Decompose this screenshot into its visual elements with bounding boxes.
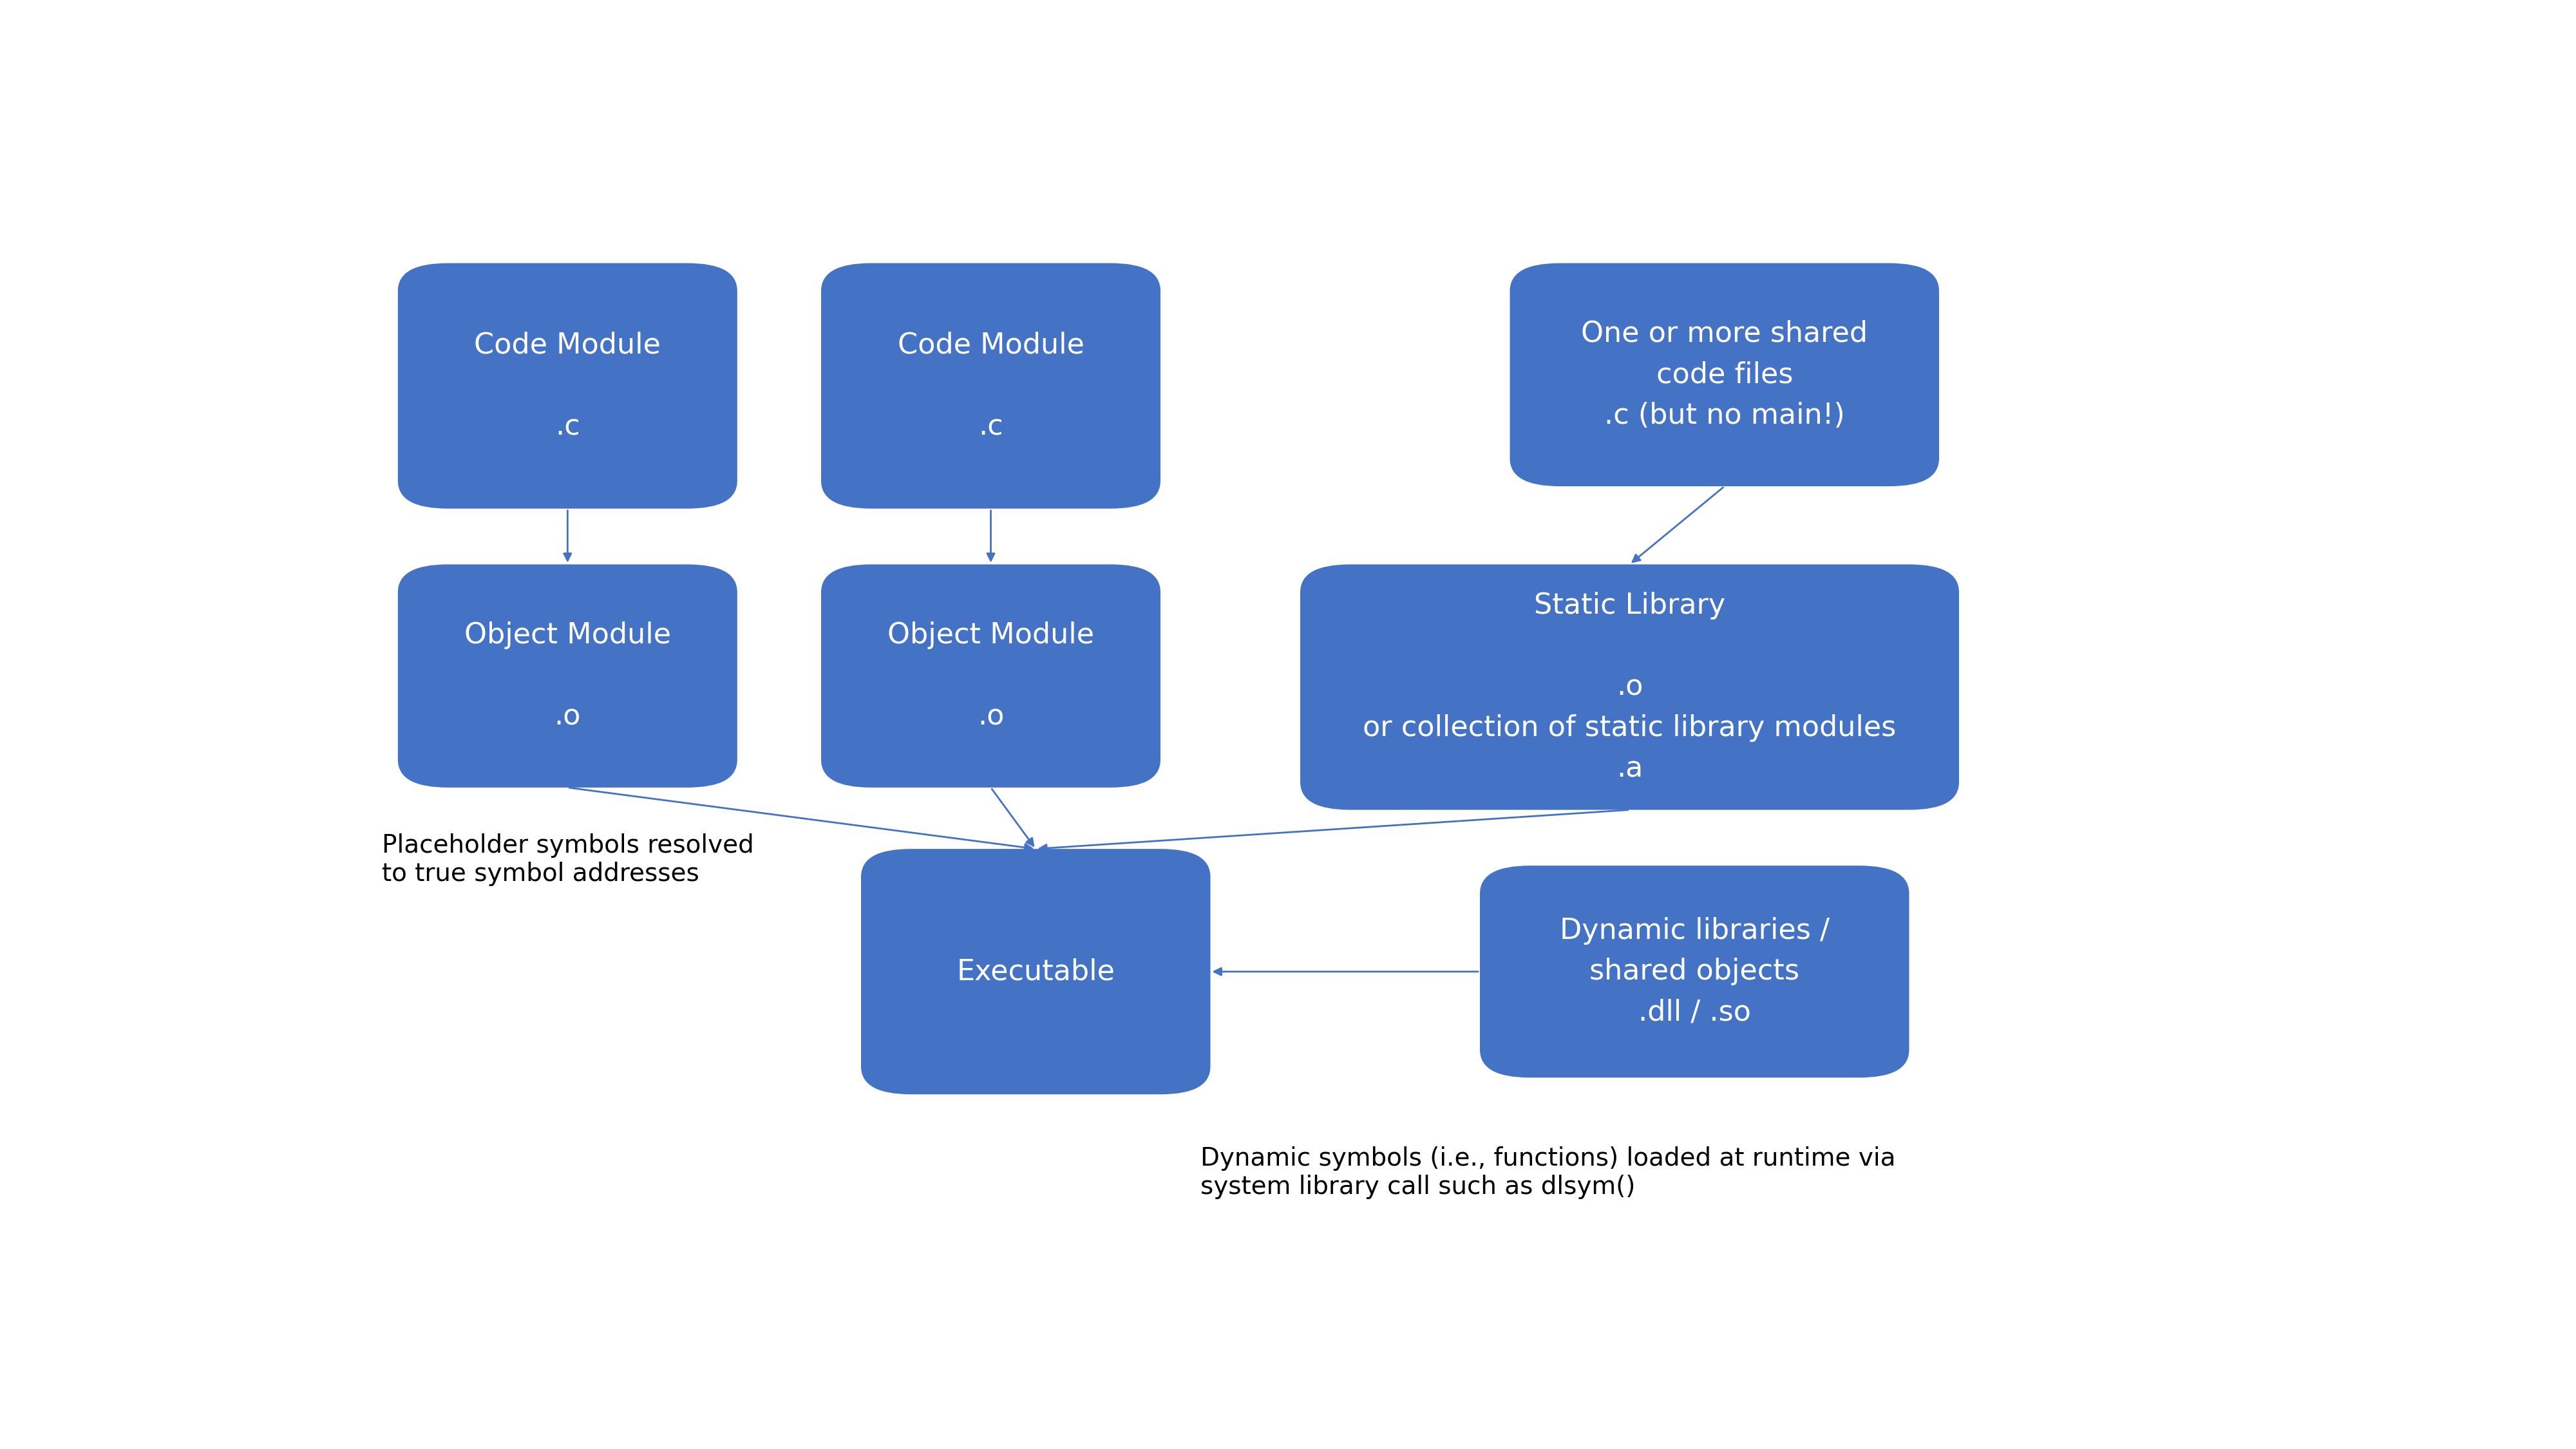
FancyBboxPatch shape <box>1510 264 1940 487</box>
Text: Dynamic libraries /
shared objects
.dll / .so: Dynamic libraries / shared objects .dll … <box>1558 917 1829 1026</box>
FancyBboxPatch shape <box>822 564 1162 788</box>
FancyBboxPatch shape <box>822 264 1162 509</box>
Text: Object Module

.o: Object Module .o <box>886 622 1095 730</box>
FancyBboxPatch shape <box>1301 564 1960 810</box>
Text: Placeholder symbols resolved
to true symbol addresses: Placeholder symbols resolved to true sym… <box>381 833 755 887</box>
Text: Executable: Executable <box>956 958 1115 985</box>
Text: Code Module

.c: Code Module .c <box>896 332 1084 440</box>
FancyBboxPatch shape <box>397 564 737 788</box>
Text: Code Module

.c: Code Module .c <box>474 332 662 440</box>
FancyBboxPatch shape <box>860 849 1211 1094</box>
Text: Static Library

.o
or collection of static library modules
.a: Static Library .o or collection of stati… <box>1363 591 1896 782</box>
FancyBboxPatch shape <box>1479 865 1909 1078</box>
FancyBboxPatch shape <box>397 264 737 509</box>
Text: One or more shared
code files
.c (but no main!): One or more shared code files .c (but no… <box>1582 320 1868 429</box>
Text: Dynamic symbols (i.e., functions) loaded at runtime via
system library call such: Dynamic symbols (i.e., functions) loaded… <box>1200 1146 1896 1198</box>
Text: Object Module

.o: Object Module .o <box>464 622 670 730</box>
